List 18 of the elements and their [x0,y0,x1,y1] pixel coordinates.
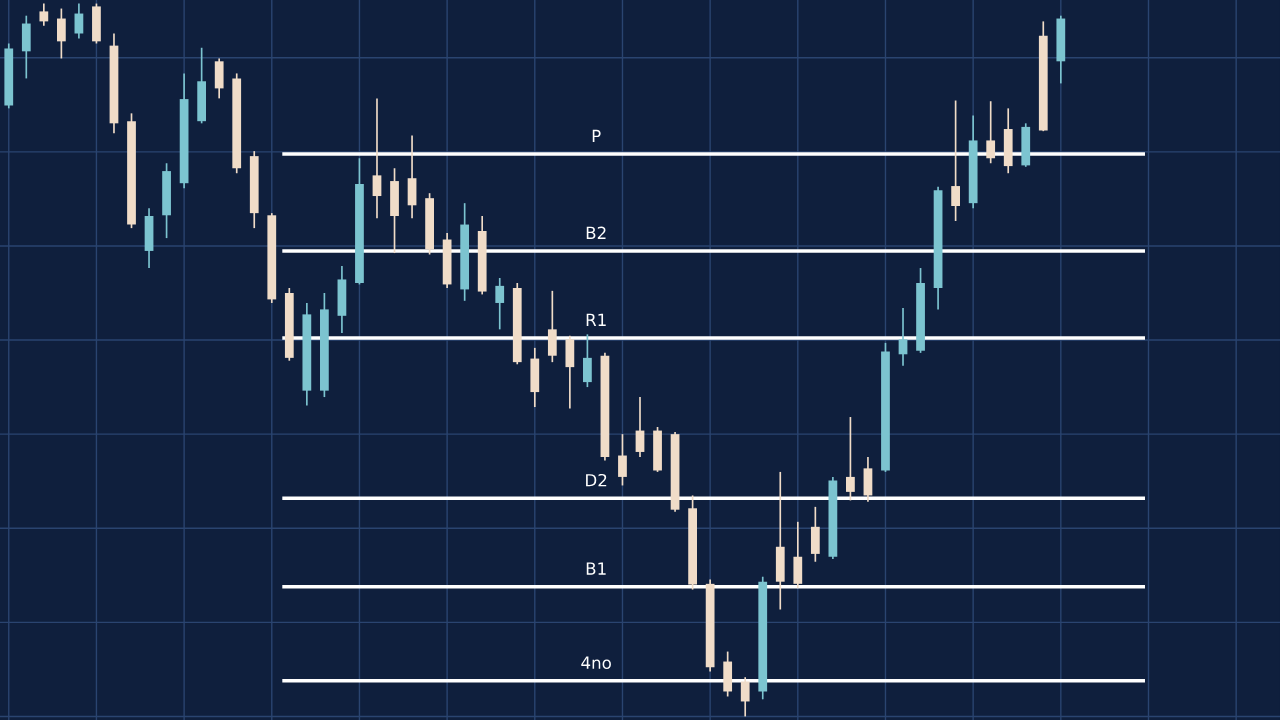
ref-line-label: D2 [586,473,607,487]
candlestick [898,307,908,367]
candlestick [951,99,960,222]
candlestick [618,433,627,487]
candlestick [495,277,505,331]
candlestick [846,416,855,502]
candlestick [740,676,750,718]
candlestick [635,396,645,458]
ref-line-label: B1 [586,562,606,575]
ref-line-label: 4no [581,656,611,670]
candlestick [39,2,49,27]
ref-line-label: R1 [586,313,606,326]
candlestick [986,100,996,165]
candlestick [372,97,382,219]
candlestick [74,2,84,40]
candlestick [56,7,66,60]
ref-line-label: B2 [586,226,606,239]
ref-line-label: P [592,129,601,142]
